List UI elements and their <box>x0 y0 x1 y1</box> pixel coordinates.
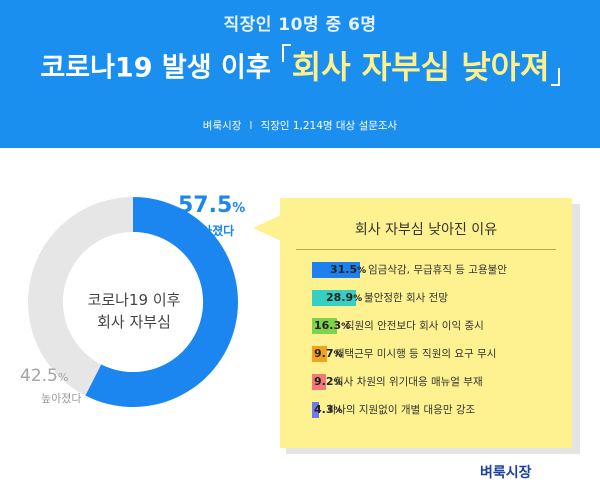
donut-center-label-line1: 코로나19 이후 <box>87 291 181 309</box>
reasons-panel-divider <box>296 249 556 250</box>
source-row: 벼룩시장 I 직장인 1,214명 대상 설문조사 <box>0 118 600 133</box>
donut-label-raised: 높아졌다 <box>41 392 82 405</box>
donut-value-lowered-number: 57.5 <box>178 193 233 218</box>
title-row: 코로나19 발생 이후 회사 자부심 낮아져 <box>0 42 600 88</box>
reason-value-number: 31.5 <box>330 263 358 276</box>
reason-bar <box>312 262 360 278</box>
donut-center-label-line2: 회사 자부심 <box>97 313 171 331</box>
reason-bar <box>312 374 327 390</box>
reason-value-number: 28.9 <box>326 291 354 304</box>
reason-value: 9.7% <box>314 346 343 362</box>
reason-bar <box>312 318 337 334</box>
pre-title: 직장인 10명 중 6명 <box>223 15 377 35</box>
donut-value-lowered: 57.5% <box>178 193 245 218</box>
corner-bracket-right-icon <box>550 68 560 86</box>
reason-value-number: 4.3 <box>314 403 334 416</box>
reason-value-unit: % <box>333 406 343 416</box>
reason-value-unit: % <box>357 266 367 276</box>
reason-value: 9.2% <box>314 374 343 390</box>
reason-label: 회사의 지원없이 개별 대응만 강조 <box>326 404 476 416</box>
reason-value-unit: % <box>333 378 343 388</box>
title-highlight-box: 회사 자부심 낮아져 <box>281 42 560 88</box>
reason-label: 불안정한 회사 전망 <box>364 292 448 304</box>
reason-bar <box>312 402 319 418</box>
donut-slice-1 <box>27 197 133 396</box>
reason-label: 임금삭감, 무급휴직 등 고용불안 <box>368 264 507 276</box>
donut-hole <box>63 232 203 372</box>
reason-value-number: 16.3 <box>314 319 342 332</box>
header-banner: 직장인 10명 중 6명 코로나19 발생 이후 회사 자부심 낮아져 벼룩시장… <box>0 0 600 148</box>
reason-label: 회사 차원의 위기대응 매뉴얼 부재 <box>334 376 483 388</box>
source-desc: 직장인 1,214명 대상 설문조사 <box>260 120 398 132</box>
title-highlight: 회사 자부심 낮아져 <box>291 48 550 86</box>
reasons-panel-pointer <box>253 215 281 241</box>
reason-value: 31.5% <box>330 262 366 278</box>
donut-value-raised-unit: % <box>57 371 69 384</box>
reason-label: 직원의 안전보다 회사 이익 중시 <box>344 320 484 332</box>
reason-label: 재택근무 미시행 등 직원의 요구 무시 <box>334 348 497 360</box>
reason-value-number: 9.7 <box>314 347 334 360</box>
reason-value-unit: % <box>333 350 343 360</box>
donut-value-raised: 42.5% <box>20 366 68 386</box>
donut-value-raised-number: 42.5 <box>20 366 58 386</box>
footer-brand-logo: 벼룩시장 <box>480 465 532 481</box>
donut-slice-0 <box>85 197 239 407</box>
reason-bar <box>312 346 327 362</box>
source-separator: I <box>249 120 253 132</box>
reason-value: 4.3% <box>314 402 343 418</box>
corner-bracket-left-icon <box>281 44 291 62</box>
title-main: 코로나19 발생 이후 <box>40 52 271 84</box>
donut-label-lowered: 낮아졌다 <box>190 224 235 238</box>
source-brand: 벼룩시장 <box>202 120 242 132</box>
reason-bar <box>312 290 357 306</box>
reason-value-unit: % <box>353 294 363 304</box>
reason-value-unit: % <box>341 322 351 332</box>
donut-value-lowered-unit: % <box>232 201 246 216</box>
reason-value: 16.3% <box>314 318 350 334</box>
reason-value-number: 9.2 <box>314 375 334 388</box>
reasons-panel-title: 회사 자부심 낮아진 이유 <box>354 222 498 238</box>
reason-value: 28.9% <box>326 290 362 306</box>
